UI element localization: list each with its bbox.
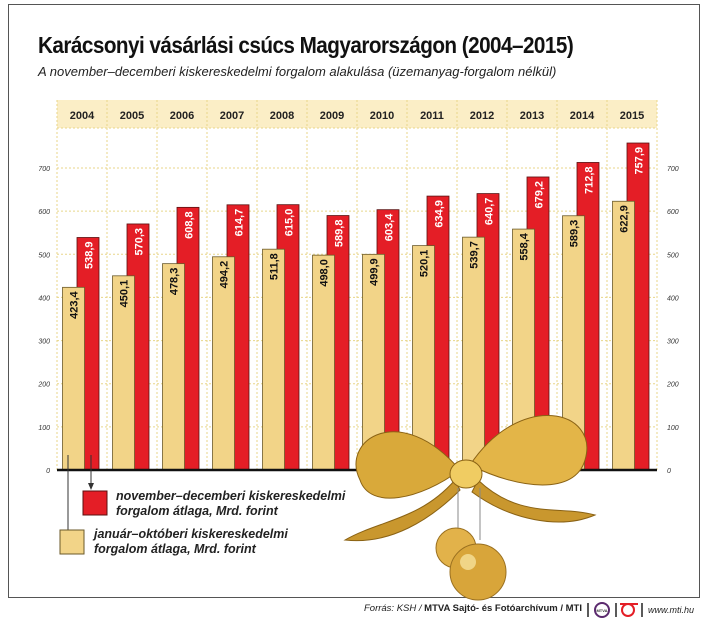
y-tick-label-left: 400 (38, 295, 50, 302)
ornament-highlight (460, 554, 476, 570)
y-tick-label-left: 700 (38, 166, 50, 173)
legend-red: november–decemberi kiskereskedelmi forga… (116, 489, 345, 519)
bar-january-october (262, 248, 285, 471)
year-label: 2008 (270, 110, 294, 122)
mtva-logo-icon (594, 602, 610, 618)
legend-yellow-line1: január–októberi kiskereskedelmi (94, 527, 288, 541)
year-label: 2012 (470, 110, 494, 122)
source-credit: Forrás: KSH / MTVA Sajtó- és Fotóarchívu… (364, 603, 582, 614)
y-tick-label-left: 0 (46, 468, 50, 475)
y-tick-label-right: 100 (667, 425, 679, 432)
year-label: 2004 (70, 110, 95, 122)
year-label: 2006 (170, 110, 194, 122)
bow-ribbon-icon (343, 479, 461, 542)
y-tick-label-left: 100 (38, 425, 50, 432)
y-tick-label-left: 500 (38, 252, 50, 259)
year-label: 2011 (420, 110, 444, 122)
legend-red-line1: november–decemberi kiskereskedelmi (116, 489, 346, 503)
year-label: 2009 (320, 110, 344, 122)
year-label: 2015 (620, 110, 644, 122)
source-agency: MTVA Sajtó- és Fotóarchívum / MTI (424, 603, 582, 614)
arrow-head-icon (88, 483, 94, 490)
y-tick-label-right: 500 (667, 252, 679, 259)
year-label: 2005 (120, 110, 144, 122)
ornament-ball-icon (449, 543, 507, 601)
bar-january-october (612, 200, 635, 471)
bar-label-january-october: 520,1 (419, 250, 431, 278)
bar-label-november-december: 614,7 (234, 209, 246, 237)
legend-swatch-yellow (59, 529, 85, 555)
chart-subtitle: A november–decemberi kiskereskedelmi for… (38, 64, 557, 79)
mti-logo-icon (621, 603, 635, 617)
bar-label-november-december: 712,8 (584, 166, 596, 194)
bar-label-january-october: 589,3 (569, 220, 581, 248)
bar-label-november-december: 757,9 (634, 147, 646, 175)
bar-january-october (462, 236, 485, 471)
mtva-logo-text: MTVA (596, 608, 607, 613)
frame (8, 4, 700, 598)
bow-knot-icon (449, 459, 483, 489)
bar-label-november-december: 589,8 (334, 220, 346, 248)
bar-label-november-december: 603,4 (384, 213, 396, 241)
y-tick-label-right: 400 (667, 295, 679, 302)
legend-red-line2: forgalom átlaga, Mrd. forint (116, 504, 278, 518)
bar-label-january-october: 558,4 (519, 232, 531, 260)
bar-label-january-october: 423,4 (69, 290, 81, 318)
bar-label-january-october: 539,7 (469, 241, 481, 269)
bar-label-january-october: 450,1 (119, 280, 131, 308)
bar-label-january-october: 499,9 (369, 258, 381, 286)
chart-title: Karácsonyi vásárlási csúcs Magyarországo… (38, 32, 574, 58)
legend-yellow: január–októberi kiskereskedelmi forgalom… (94, 527, 288, 557)
bar-label-january-october: 622,9 (619, 205, 631, 233)
year-label: 2010 (370, 110, 394, 122)
year-label: 2007 (220, 110, 244, 122)
y-tick-label-left: 200 (37, 382, 50, 389)
bar-label-november-december: 608,8 (184, 211, 196, 239)
legend-yellow-line2: forgalom átlaga, Mrd. forint (94, 542, 256, 556)
bar-label-january-october: 498,0 (319, 259, 331, 287)
bar-label-november-december: 679,2 (534, 181, 546, 209)
bar-label-january-october: 511,8 (269, 253, 281, 280)
bow-loop-icon (469, 414, 588, 486)
bow-loop-icon (355, 431, 461, 499)
source-prefix: Forrás: KSH / (363, 603, 425, 614)
website-link[interactable]: www.mti.hu (648, 605, 695, 615)
y-tick-label-right: 200 (666, 382, 679, 389)
bar-label-november-december: 634,9 (434, 200, 446, 228)
y-tick-label-right: 0 (667, 468, 671, 475)
gold-bow-decoration (343, 414, 597, 601)
bow-ribbon-icon (471, 479, 597, 523)
y-tick-label-left: 600 (38, 209, 50, 216)
bar-label-november-december: 570,3 (134, 228, 146, 256)
bar-label-november-december: 640,7 (484, 198, 496, 226)
y-tick-label-left: 300 (38, 339, 50, 346)
bar-label-november-december: 538,9 (84, 242, 96, 270)
y-tick-label-right: 300 (667, 339, 679, 346)
legend-swatch-red (82, 490, 108, 516)
bar-label-january-october: 478,3 (169, 268, 181, 296)
year-label: 2014 (570, 110, 595, 122)
y-tick-label-right: 600 (667, 209, 679, 216)
year-label: 2013 (520, 110, 544, 122)
y-tick-label-right: 700 (667, 166, 679, 173)
bar-label-january-october: 494,2 (219, 261, 231, 289)
bar-label-november-december: 615,0 (284, 209, 296, 237)
